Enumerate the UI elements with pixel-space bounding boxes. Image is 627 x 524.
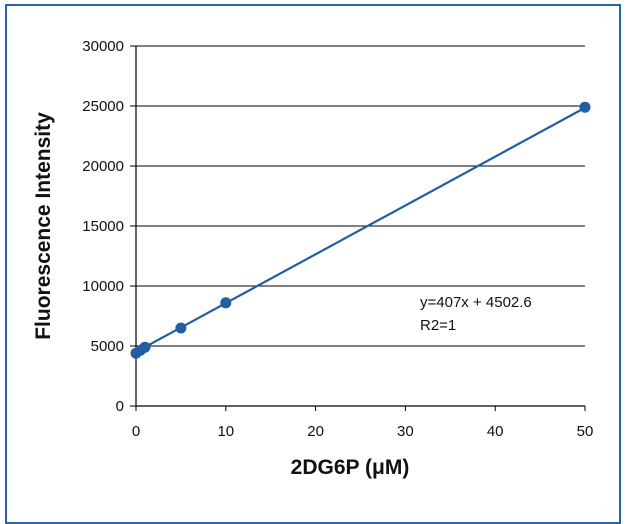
data-point xyxy=(139,341,151,353)
trendline xyxy=(135,106,586,353)
chart-frame xyxy=(5,4,621,524)
x-tick-label: 50 xyxy=(577,423,594,440)
data-point xyxy=(175,322,187,334)
x-tick-label: 10 xyxy=(217,423,234,440)
y-tick-label: 15000 xyxy=(82,218,124,235)
x-axis-title: 2DG6P (μM) xyxy=(291,456,410,479)
trendline-equation: y=407x + 4502.6 xyxy=(420,294,532,311)
x-tick-label: 0 xyxy=(132,423,140,440)
data-point xyxy=(579,101,591,113)
x-tick-label: 40 xyxy=(487,423,504,440)
y-tick-label: 25000 xyxy=(82,98,124,115)
data-point xyxy=(220,297,232,309)
chart: 0 5000 10000 15000 20000 25000 30000 0 10 20 30 40 5… xyxy=(32,38,594,479)
x-tick-label: 20 xyxy=(307,423,324,440)
x-tick-label: 30 xyxy=(397,423,414,440)
y-tick-label: 0 xyxy=(116,398,124,415)
y-tick-label: 30000 xyxy=(82,38,124,55)
r-squared-label: R2=1 xyxy=(420,317,456,334)
y-axis-title: Fluorescence Intensity xyxy=(32,112,55,340)
y-tick-label: 20000 xyxy=(82,158,124,175)
y-tick-label: 10000 xyxy=(82,278,124,295)
y-tick-label: 5000 xyxy=(91,338,124,355)
